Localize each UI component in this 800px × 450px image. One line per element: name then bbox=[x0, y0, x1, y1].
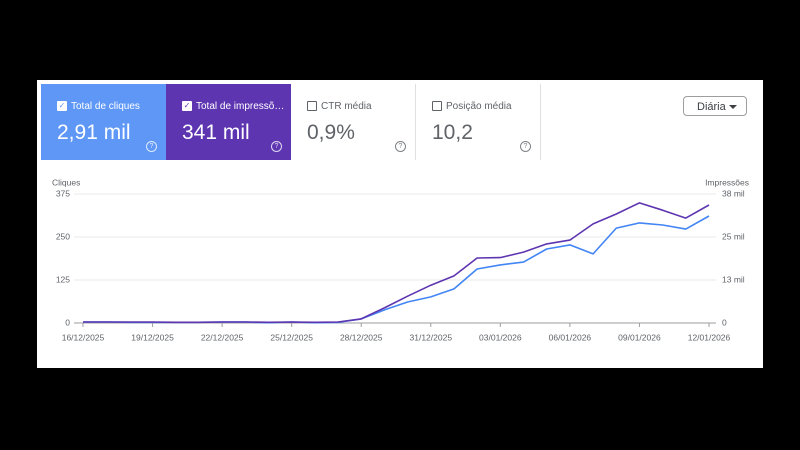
x-tick-label: 06/01/2026 bbox=[549, 332, 592, 342]
metric-value: 0,9% bbox=[307, 121, 355, 144]
metric-card[interactable]: CTR média 0,9%? bbox=[291, 84, 416, 160]
metric-card[interactable]: Posição média 10,2? bbox=[416, 84, 541, 160]
y2-tick-label: 38 mil bbox=[722, 188, 745, 198]
metric-label: Posição média bbox=[446, 101, 512, 112]
series-line bbox=[83, 202, 710, 324]
metric-label: Total de cliques bbox=[71, 101, 140, 112]
y2-tick-label: 0 bbox=[722, 317, 727, 327]
series-line bbox=[83, 215, 710, 324]
help-icon[interactable]: ? bbox=[395, 141, 406, 152]
x-tick-label: 03/01/2026 bbox=[479, 332, 522, 342]
metric-card[interactable]: ✓ Total de impressõ… 341 mil? bbox=[166, 84, 291, 160]
checkbox[interactable] bbox=[432, 101, 442, 111]
x-tick-label: 22/12/2025 bbox=[201, 332, 244, 342]
metric-label: CTR média bbox=[321, 101, 372, 112]
x-tick-label: 12/01/2026 bbox=[688, 332, 731, 342]
metric-value: 2,91 mil bbox=[57, 121, 131, 144]
y-axis-title: Cliques bbox=[52, 177, 80, 187]
y-tick-label: 0 bbox=[65, 317, 70, 327]
checkbox[interactable] bbox=[307, 101, 317, 111]
help-icon[interactable]: ? bbox=[520, 141, 531, 152]
y-tick-label: 250 bbox=[56, 231, 70, 241]
y2-tick-label: 13 mil bbox=[722, 274, 745, 284]
x-tick-label: 09/01/2026 bbox=[618, 332, 661, 342]
help-icon[interactable]: ? bbox=[271, 141, 282, 152]
granularity-dropdown[interactable]: Diária bbox=[683, 96, 747, 116]
y-tick-label: 125 bbox=[56, 274, 70, 284]
metric-label: Total de impressõ… bbox=[196, 101, 285, 112]
y2-tick-label: 25 mil bbox=[722, 231, 745, 241]
x-tick-label: 16/12/2025 bbox=[62, 332, 105, 342]
metric-value: 341 mil bbox=[182, 121, 250, 144]
x-tick-label: 31/12/2025 bbox=[410, 332, 453, 342]
help-icon[interactable]: ? bbox=[146, 141, 157, 152]
y-tick-label: 375 bbox=[56, 188, 70, 198]
metric-value: 10,2 bbox=[432, 121, 473, 144]
checkbox[interactable]: ✓ bbox=[182, 101, 192, 111]
x-tick-label: 25/12/2025 bbox=[270, 332, 313, 342]
metric-card[interactable]: ✓ Total de cliques 2,91 mil? bbox=[41, 84, 166, 160]
x-tick-label: 19/12/2025 bbox=[131, 332, 174, 342]
performance-panel: Diária ✓ Total de cliques 2,91 mil? ✓ Total … bbox=[37, 80, 763, 368]
y2-axis-title: Impressões bbox=[705, 177, 749, 187]
checkbox[interactable]: ✓ bbox=[57, 101, 67, 111]
x-tick-label: 28/12/2025 bbox=[340, 332, 383, 342]
